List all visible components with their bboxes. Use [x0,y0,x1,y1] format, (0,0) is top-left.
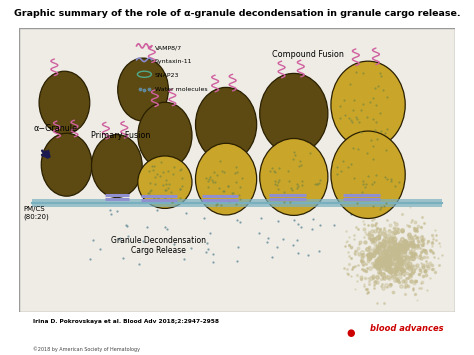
Ellipse shape [39,71,90,134]
Text: Graphic summary of the role of α-granule decondensation in granule cargo release: Graphic summary of the role of α-granule… [14,9,460,18]
Ellipse shape [41,133,92,196]
Text: SNAP23: SNAP23 [155,73,179,78]
FancyBboxPatch shape [32,199,442,207]
Ellipse shape [195,143,256,215]
Text: Primary Fusion: Primary Fusion [91,131,150,140]
Text: Compound Fusion: Compound Fusion [272,50,344,59]
Ellipse shape [118,58,168,121]
Text: VAMP8/7: VAMP8/7 [155,45,182,50]
Text: Irina D. Pokrovskaya et al. Blood Adv 2018;2:2947-2958: Irina D. Pokrovskaya et al. Blood Adv 20… [33,320,219,324]
Ellipse shape [260,138,328,215]
Text: α−Granule: α−Granule [34,124,78,133]
Text: ©2018 by American Society of Hematology: ©2018 by American Society of Hematology [33,346,140,352]
Text: blood advances: blood advances [370,324,443,333]
Ellipse shape [331,131,405,218]
Text: ●: ● [346,328,355,338]
Ellipse shape [138,156,192,208]
Text: PM/CS
(80:20): PM/CS (80:20) [24,207,49,220]
Text: Granule Decondensation
Cargo Release: Granule Decondensation Cargo Release [111,236,206,255]
Ellipse shape [260,73,328,154]
Ellipse shape [91,135,142,197]
Text: Water molecules: Water molecules [155,87,208,92]
Ellipse shape [138,102,192,169]
FancyBboxPatch shape [18,28,456,312]
Ellipse shape [195,87,256,162]
Ellipse shape [331,61,405,148]
Text: Syntaxin-11: Syntaxin-11 [155,59,192,64]
